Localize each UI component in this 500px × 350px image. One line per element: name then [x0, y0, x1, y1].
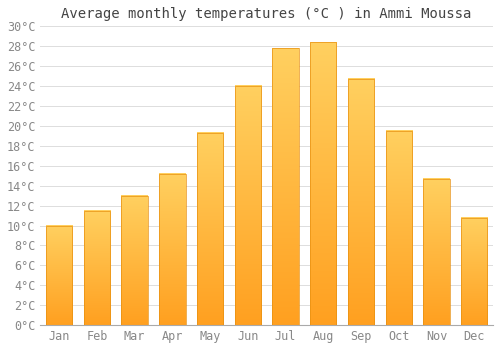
Bar [461, 218, 487, 325]
Bar [84, 211, 110, 325]
Bar [272, 48, 299, 325]
Bar [234, 86, 261, 325]
Bar [310, 42, 336, 325]
Bar [386, 131, 412, 325]
Bar [46, 225, 72, 325]
Bar [348, 79, 374, 325]
Title: Average monthly temperatures (°C ) in Ammi Moussa: Average monthly temperatures (°C ) in Am… [62, 7, 472, 21]
Bar [122, 196, 148, 325]
Bar [159, 174, 186, 325]
Bar [197, 133, 224, 325]
Bar [424, 179, 450, 325]
